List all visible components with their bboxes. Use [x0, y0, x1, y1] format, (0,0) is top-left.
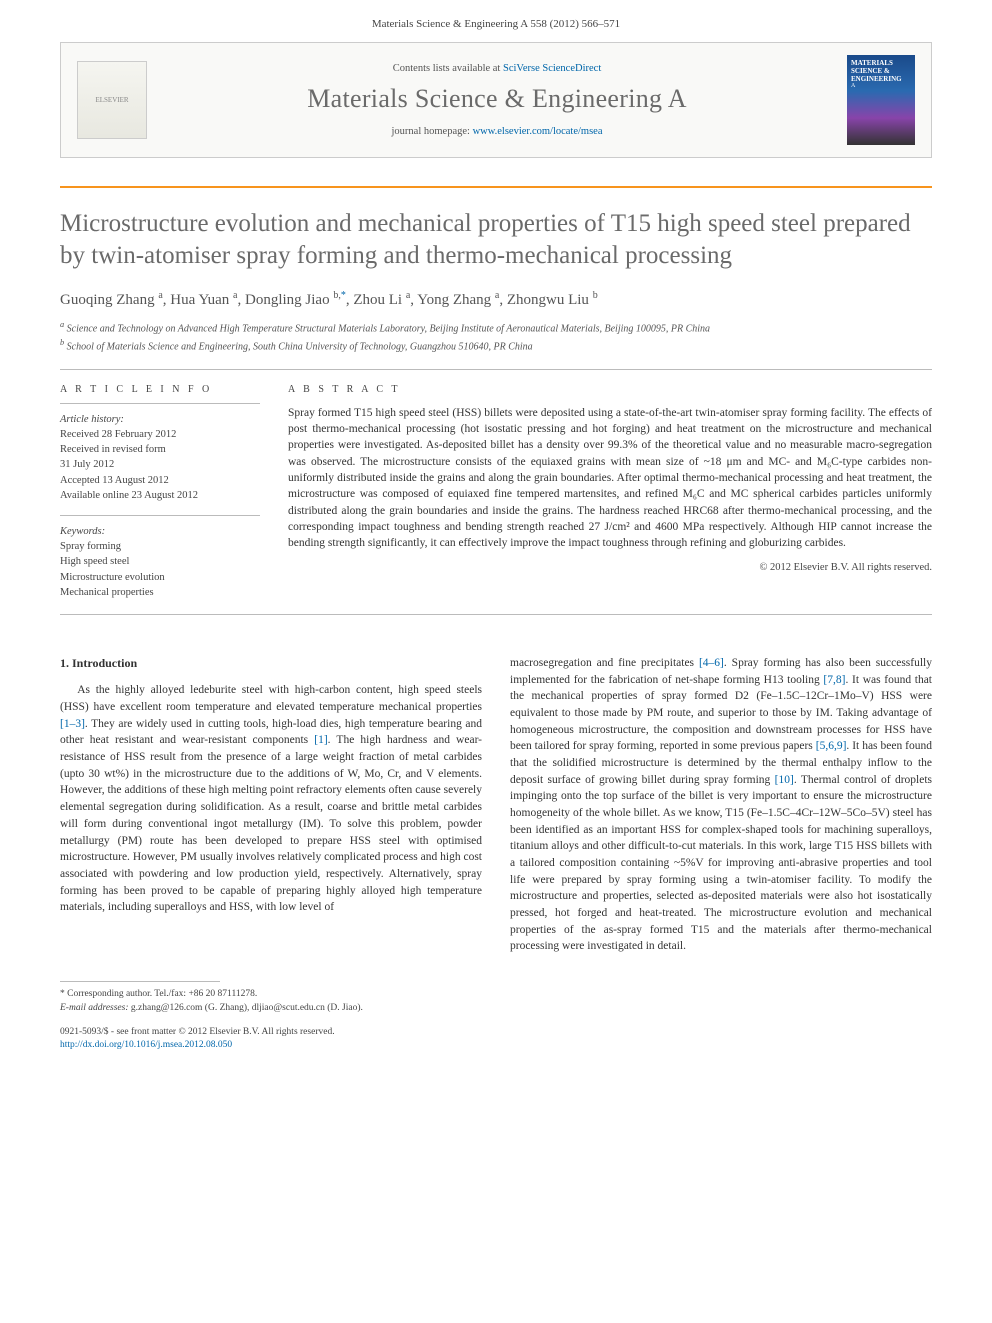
ref-link[interactable]: [7,8]	[823, 674, 845, 686]
body-col-left: 1. Introduction As the highly alloyed le…	[60, 655, 482, 955]
rule-below-abstract	[60, 614, 932, 615]
affiliation-a: a Science and Technology on Advanced Hig…	[60, 319, 932, 337]
history-revised2: 31 July 2012	[60, 457, 260, 472]
orange-rule	[60, 186, 932, 188]
body-columns: 1. Introduction As the highly alloyed le…	[60, 655, 932, 955]
ref-link[interactable]: [1]	[314, 734, 327, 746]
kw3: Microstructure evolution	[60, 570, 260, 585]
history-online: Available online 23 August 2012	[60, 488, 260, 503]
intro-head: 1. Introduction	[60, 655, 482, 672]
corresponding-author: * Corresponding author. Tel./fax: +86 20…	[60, 988, 932, 1002]
abstract-text: Spray formed T15 high speed steel (HSS) …	[288, 405, 932, 552]
footnote-separator	[60, 981, 220, 982]
homepage-line: journal homepage: www.elsevier.com/locat…	[159, 126, 835, 137]
affiliations: a Science and Technology on Advanced Hig…	[60, 319, 932, 355]
meta-abstract-row: A R T I C L E I N F O Article history: R…	[60, 384, 932, 600]
ref-link[interactable]: [5,6,9]	[816, 740, 847, 752]
journal-header: ELSEVIER Contents lists available at Sci…	[60, 42, 932, 158]
contents-line: Contents lists available at SciVerse Sci…	[159, 63, 835, 74]
journal-name: Materials Science & Engineering A	[159, 84, 835, 114]
history-accepted: Accepted 13 August 2012	[60, 473, 260, 488]
bottom-matter: 0921-5093/$ - see front matter © 2012 El…	[60, 1026, 932, 1053]
ref-link[interactable]: [1–3]	[60, 718, 85, 730]
article-info-col: A R T I C L E I N F O Article history: R…	[60, 384, 260, 600]
doi-link[interactable]: 10.1016/j.msea.2012.08.050	[124, 1040, 232, 1050]
authors-line: Guoqing Zhang a, Hua Yuan a, Dongling Ji…	[60, 290, 932, 309]
doi-prefix[interactable]: http://dx.doi.org/	[60, 1040, 124, 1050]
history-label: Article history:	[60, 414, 124, 425]
email-line: E-mail addresses: g.zhang@126.com (G. Zh…	[60, 1002, 932, 1016]
abstract-head: A B S T R A C T	[288, 384, 932, 395]
title-block: Microstructure evolution and mechanical …	[60, 208, 932, 272]
keywords-label: Keywords:	[60, 526, 105, 537]
body-col-right: macrosegregation and fine precipitates […	[510, 655, 932, 955]
footnotes: * Corresponding author. Tel./fax: +86 20…	[60, 988, 932, 1016]
homepage-link[interactable]: www.elsevier.com/locate/msea	[473, 126, 603, 137]
affiliation-b: b School of Materials Science and Engine…	[60, 337, 932, 355]
citation-text: Materials Science & Engineering A 558 (2…	[372, 18, 620, 30]
ref-link[interactable]: [10]	[775, 774, 794, 786]
article-info-head: A R T I C L E I N F O	[60, 384, 260, 395]
citation-bar: Materials Science & Engineering A 558 (2…	[0, 0, 992, 34]
kw2: High speed steel	[60, 554, 260, 569]
article-title: Microstructure evolution and mechanical …	[60, 208, 932, 272]
history-revised1: Received in revised form	[60, 442, 260, 457]
elsevier-logo: ELSEVIER	[77, 61, 147, 139]
history-received: Received 28 February 2012	[60, 427, 260, 442]
journal-cover-thumb: MATERIALS SCIENCE & ENGINEERING A	[847, 55, 915, 145]
rule-above-meta	[60, 369, 932, 370]
kw4: Mechanical properties	[60, 585, 260, 600]
abstract-copyright: © 2012 Elsevier B.V. All rights reserved…	[288, 562, 932, 573]
kw1: Spray forming	[60, 539, 260, 554]
abstract-col: A B S T R A C T Spray formed T15 high sp…	[288, 384, 932, 600]
sciencedirect-link[interactable]: SciVerse ScienceDirect	[503, 63, 601, 74]
front-matter-line: 0921-5093/$ - see front matter © 2012 El…	[60, 1026, 932, 1039]
ref-link[interactable]: [4–6]	[699, 657, 724, 669]
doi-line: http://dx.doi.org/10.1016/j.msea.2012.08…	[60, 1039, 932, 1052]
header-center: Contents lists available at SciVerse Sci…	[147, 63, 847, 137]
